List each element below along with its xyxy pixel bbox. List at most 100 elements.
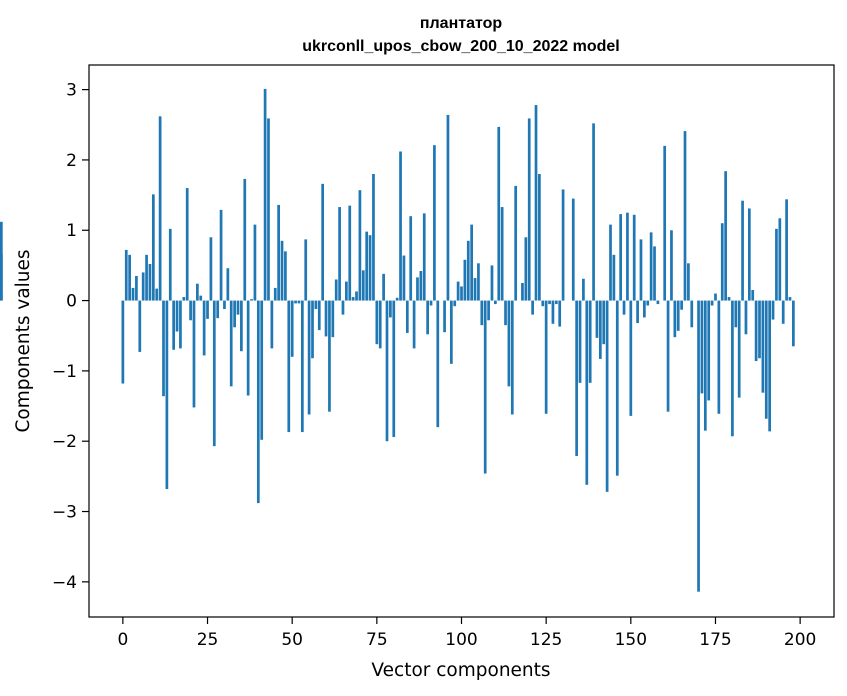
bar-71 [361, 270, 365, 301]
bar-181 [734, 300, 738, 328]
bar-172 [703, 300, 707, 431]
x-axis-ticks: 0 25 50 75 100 125 150 175 200 [117, 617, 816, 650]
bar-63 [334, 279, 338, 301]
bar-179 [727, 297, 731, 301]
bar-16 [175, 300, 179, 332]
bar-154 [643, 300, 646, 318]
bar-26 [209, 237, 213, 301]
x-tick-label: 75 [366, 630, 388, 650]
bar-196 [785, 199, 788, 301]
bar-27 [212, 300, 216, 447]
bar-111 [497, 126, 501, 301]
bar-59 [321, 183, 325, 301]
bar-3 [131, 287, 135, 301]
bar-19 [185, 188, 189, 301]
bar-171 [700, 300, 704, 394]
bar-88 [419, 271, 423, 301]
bar-37 [246, 300, 250, 396]
bar-72 [365, 231, 369, 301]
bar-198 [792, 300, 795, 347]
bar-4 [135, 275, 138, 301]
bar-142 [602, 300, 606, 345]
bar-124 [541, 300, 545, 307]
bar-185 [747, 208, 751, 301]
x-tick-label: 25 [197, 630, 219, 650]
bar-180 [731, 300, 734, 437]
bar-90 [426, 300, 429, 335]
bar-1 [124, 249, 128, 301]
bar-156 [649, 232, 653, 301]
bar-160 [663, 145, 667, 301]
bar-80 [392, 300, 396, 437]
bar-56 [311, 300, 314, 359]
bar-41 [260, 300, 264, 440]
bar-34 [236, 300, 240, 315]
bar-61 [328, 300, 331, 412]
bar-103 [470, 224, 474, 301]
bar-110 [494, 300, 497, 305]
bar-98 [453, 300, 457, 307]
y-axis-ticks: −4 −3 −2 −1 0 1 2 3 [52, 81, 89, 593]
bar-157 [653, 246, 656, 301]
bar-188 [758, 300, 761, 359]
bar-40 [256, 300, 260, 504]
bar-143 [605, 300, 609, 492]
bar-151 [632, 214, 636, 301]
bar-153 [639, 239, 643, 301]
bar-0 [121, 300, 125, 384]
bar-18 [182, 297, 186, 301]
bar-108 [487, 300, 490, 321]
bar-30 [223, 300, 226, 310]
bar-15 [172, 300, 176, 350]
bar-139 [592, 123, 595, 301]
bar-162 [670, 230, 673, 301]
bar-105 [477, 263, 480, 301]
bar-83 [402, 255, 406, 301]
bar-133 [571, 198, 575, 301]
bar-144 [609, 224, 612, 301]
bar-38 [250, 299, 253, 301]
bar-25 [206, 300, 209, 319]
bar-128 [554, 300, 558, 305]
bar-167 [687, 263, 690, 301]
bar-35 [240, 300, 243, 352]
bar-70 [358, 190, 362, 301]
bar-67 [348, 205, 352, 301]
bar-48 [284, 251, 287, 301]
bar-129 [558, 300, 562, 327]
bar-152 [636, 300, 639, 324]
bar-87 [416, 277, 419, 301]
bar-178 [724, 171, 727, 301]
bar-65 [341, 300, 345, 315]
bar-50 [290, 300, 294, 357]
bar-53 [300, 300, 304, 433]
bar-6 [141, 272, 145, 301]
bar-96 [446, 114, 450, 301]
bar-55 [307, 300, 311, 415]
bar-75 [375, 300, 379, 345]
bar-24 [202, 300, 206, 356]
bar-99 [456, 281, 460, 301]
chart-title-line-1: плантатор [420, 15, 503, 32]
bar-183 [741, 200, 744, 301]
y-tick-label: 0 [66, 292, 77, 312]
bar-32 [229, 300, 233, 387]
bar-123 [538, 173, 541, 301]
bar-8 [148, 264, 152, 301]
x-axis-label: Vector components [371, 660, 550, 681]
bar-145 [612, 254, 616, 301]
bar-120 [527, 118, 531, 301]
bar-49 [287, 300, 291, 433]
bar-189 [761, 300, 765, 393]
bar-74 [372, 173, 375, 301]
bar-146 [615, 300, 619, 476]
bar-93 [436, 300, 440, 428]
bar-186 [751, 290, 755, 301]
bar-119 [524, 237, 528, 301]
bar-177 [720, 223, 724, 301]
x-tick-label: 50 [281, 630, 303, 650]
bar-136 [582, 278, 585, 301]
bar-33 [233, 300, 236, 328]
bar-89 [422, 213, 426, 301]
bar-164 [676, 300, 680, 331]
